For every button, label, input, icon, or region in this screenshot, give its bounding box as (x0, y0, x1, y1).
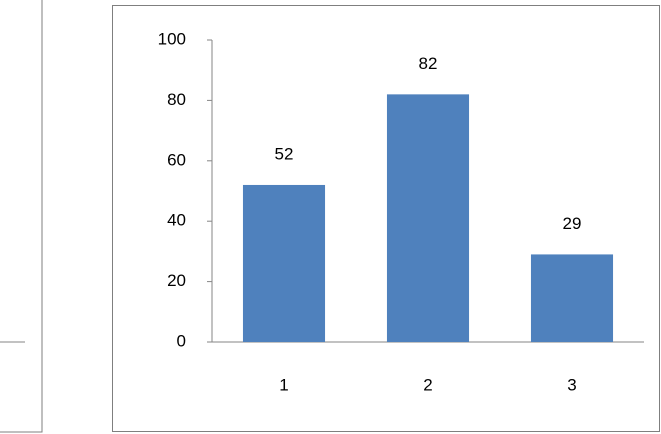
y-tick-label: 80 (167, 90, 186, 109)
data-label: 29 (563, 214, 582, 233)
y-tick-label: 0 (177, 331, 186, 350)
y-tick-label: 60 (167, 150, 186, 169)
x-tick-label: 1 (279, 375, 288, 394)
x-tick-label: 2 (423, 375, 432, 394)
y-tick-label: 20 (167, 271, 186, 290)
data-label: 52 (275, 144, 294, 163)
bar (530, 254, 614, 342)
y-tick-label: 40 (167, 211, 186, 230)
data-label: 82 (419, 54, 438, 73)
bar (242, 184, 326, 342)
bar (386, 94, 470, 342)
chart-frame (112, 5, 660, 432)
x-tick-label: 3 (567, 375, 576, 394)
left-panel-frame (0, 0, 43, 433)
y-tick-label: 100 (158, 29, 186, 48)
